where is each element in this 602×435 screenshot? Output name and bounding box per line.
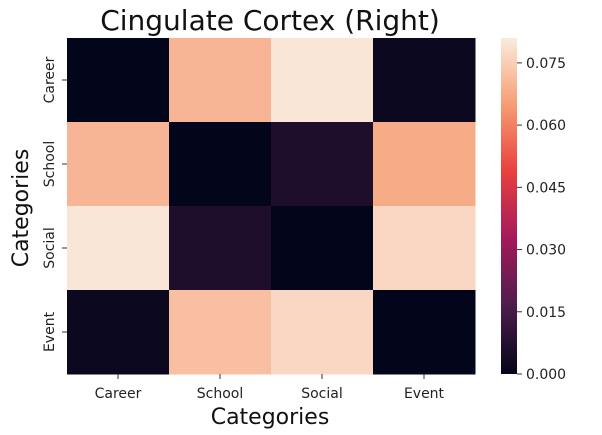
heatmap-cell-school-event [373,122,476,207]
heatmap-cells [67,38,476,375]
heatmap-cell-school-school [169,122,272,207]
heatmap-cell-school-social [271,122,374,207]
heatmap-cell-social-career [67,206,170,291]
y-axis-ticks: Career School Social Event [42,56,67,352]
heatmap-cell-career-school [169,38,272,123]
heatmap-cell-social-social [271,206,374,291]
colorbar-tick-label: 0.000 [526,367,566,383]
colorbar-tick-label: 0.045 [526,180,566,196]
x-tick-label-event: Event [404,386,445,402]
heatmap-cell-career-career [67,38,170,123]
heatmap-cell-event-school [169,290,272,375]
x-axis-label: Categories [211,405,330,430]
heatmap-cell-social-event [373,206,476,291]
heatmap-cell-career-social [271,38,374,123]
y-axis-label: Categories [9,149,34,268]
colorbar-tick-label: 0.030 [526,243,566,259]
colorbar-tick-label: 0.060 [526,118,566,134]
heatmap-cell-event-career [67,290,170,375]
y-tick-label-school: School [42,141,58,187]
heatmap-cell-social-school [169,206,272,291]
y-tick-label-career: Career [42,56,58,103]
y-tick-label-event: Event [42,311,58,352]
colorbar-tick-label: 0.075 [526,56,566,72]
colorbar [501,38,517,374]
chart-title: Cingulate Cortex (Right) [100,4,440,37]
heatmap-cell-school-career [67,122,170,207]
colorbar-tick-label: 0.015 [526,305,566,321]
heatmap-cell-career-event [373,38,476,123]
x-tick-label-social: Social [301,386,343,402]
x-tick-label-career: Career [95,386,142,402]
heatmap-cell-event-event [373,290,476,375]
colorbar-ticks: 0.000 0.015 0.030 0.045 0.060 0.075 [517,56,566,383]
x-tick-label-school: School [197,386,243,402]
y-tick-label-social: Social [42,227,58,269]
x-axis-ticks: Career School Social Event [95,374,445,402]
heatmap-cell-event-social [271,290,374,375]
